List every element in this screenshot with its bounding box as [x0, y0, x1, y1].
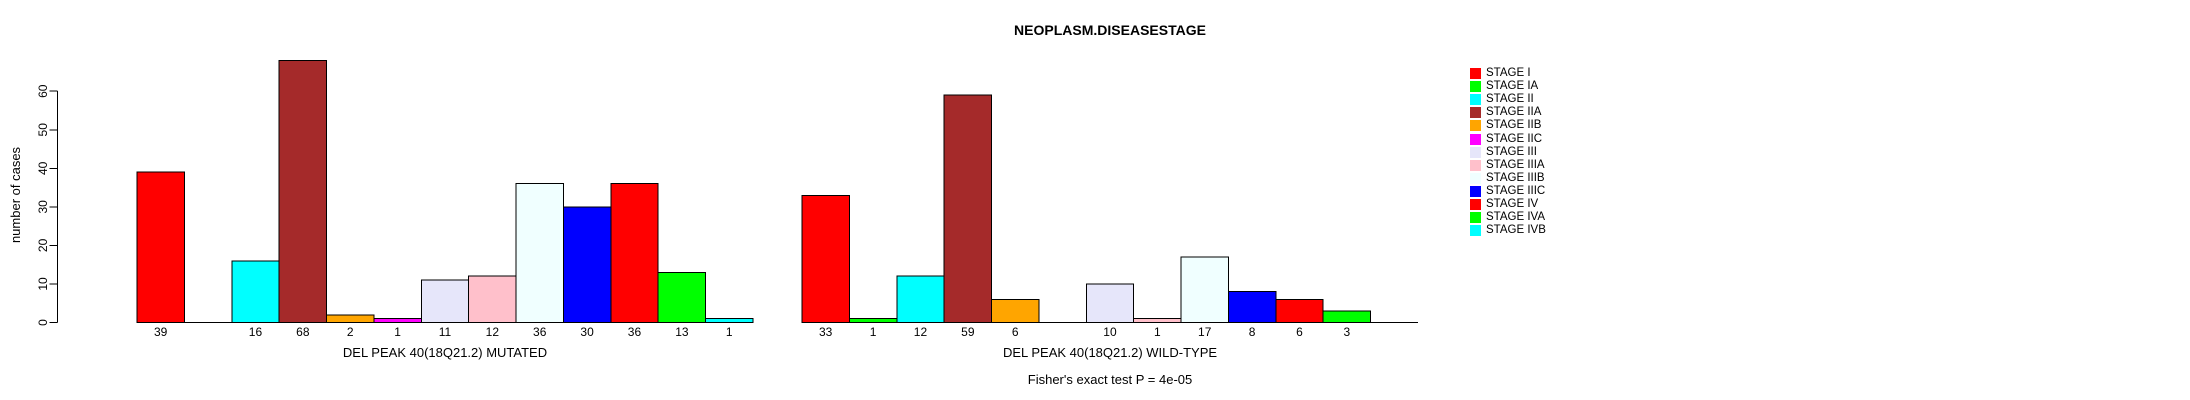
- legend-item-stage-iia: STAGE IIA: [1470, 106, 1541, 119]
- legend-item-stage-ii: STAGE II: [1470, 93, 1534, 106]
- bar-mutated-stage-iva: [657, 271, 707, 324]
- legend-item-stage-iiia: STAGE IIIA: [1470, 159, 1545, 172]
- bar-wild-type-stage-ii: [896, 275, 945, 323]
- legend-label: STAGE II: [1486, 93, 1534, 106]
- bar-wild-type-stage-iib: [991, 298, 1040, 323]
- y-tick-label: 60: [36, 84, 50, 98]
- bar-value-label-wild-type-stage-iva: 3: [1344, 325, 1351, 339]
- legend-item-stage-iib: STAGE IIB: [1470, 119, 1541, 132]
- bar-value-label-mutated-stage-iia: 68: [296, 325, 310, 339]
- bar-wild-type-stage-iiia: [1133, 318, 1182, 323]
- y-tick-label: 40: [36, 161, 50, 175]
- legend-swatch-stage-iv: [1470, 199, 1481, 210]
- bar-value-label-mutated-stage-iv: 36: [628, 325, 642, 339]
- legend-item-stage-iiic: STAGE IIIC: [1470, 185, 1545, 198]
- legend-label: STAGE IVA: [1486, 211, 1546, 224]
- legend-item-stage-iv: STAGE IV: [1470, 198, 1538, 211]
- legend-swatch-stage-ivb: [1470, 225, 1481, 237]
- y-tick-label: 30: [36, 200, 50, 214]
- x-axis-title-wild-type: DEL PEAK 40(18Q21.2) WILD-TYPE: [1002, 345, 1218, 360]
- bar-wild-type-stage-iiic: [1227, 291, 1277, 324]
- bar-wild-type-stage-iva: [1322, 310, 1372, 323]
- bar-wild-type-stage-i: [801, 194, 850, 323]
- bar-mutated-stage-iib: [326, 314, 375, 324]
- legend-item-stage-iic: STAGE IIC: [1470, 133, 1542, 146]
- legend-label: STAGE IIB: [1486, 119, 1542, 132]
- bar-value-label-wild-type-stage-iia: 59: [961, 325, 975, 339]
- y-axis-title: number of cases: [8, 146, 23, 243]
- legend-label: STAGE III: [1486, 145, 1537, 158]
- y-tick-label: 50: [36, 123, 50, 137]
- bar-value-label-mutated-stage-iii: 11: [439, 325, 452, 339]
- bar-value-label-wild-type-stage-iib: 6: [1012, 325, 1019, 339]
- x-axis-title-mutated: DEL PEAK 40(18Q21.2) MUTATED: [342, 345, 548, 360]
- bar-wild-type-stage-ia: [848, 318, 898, 323]
- bar-mutated-stage-iv: [610, 183, 659, 323]
- bar-wild-type-stage-iia: [943, 94, 993, 324]
- legend-item-stage-ia: STAGE IA: [1470, 80, 1538, 93]
- legend-item-stage-i: STAGE I: [1470, 67, 1531, 80]
- bar-value-label-mutated-stage-ii: 16: [249, 325, 263, 339]
- bar-wild-type-stage-iiib: [1180, 256, 1229, 323]
- legend-label: STAGE IIIB: [1486, 171, 1545, 184]
- legend-item-stage-iva: STAGE IVA: [1470, 211, 1545, 224]
- legend-swatch-stage-i: [1470, 68, 1481, 79]
- legend-label: STAGE IV: [1486, 198, 1539, 210]
- legend-swatch-stage-iic: [1470, 133, 1481, 145]
- legend-swatch-stage-iiic: [1470, 185, 1481, 197]
- bar-mutated-stage-ii: [231, 260, 280, 324]
- bar-value-label-mutated-stage-iva: 13: [675, 325, 689, 339]
- bar-value-label-wild-type-stage-ia: 1: [870, 325, 877, 339]
- y-tick-label: 10: [36, 277, 50, 291]
- bar-value-label-mutated-stage-iiib: 36: [533, 325, 547, 339]
- legend-swatch-stage-iva: [1470, 212, 1481, 224]
- bar-mutated-stage-iiia: [468, 275, 517, 323]
- legend-swatch-stage-iia: [1470, 107, 1481, 119]
- legend-label: STAGE IIIC: [1486, 184, 1546, 197]
- bar-value-label-wild-type-stage-ii: 12: [914, 325, 928, 339]
- legend-label: STAGE IVB: [1486, 224, 1546, 237]
- bar-value-label-mutated-stage-iiia: 12: [486, 325, 500, 339]
- legend-item-stage-ivb: STAGE IVB: [1470, 224, 1546, 237]
- legend-swatch-stage-ii: [1470, 94, 1481, 106]
- bar-value-label-wild-type-stage-iiia: 1: [1154, 325, 1161, 339]
- fisher-test-annotation: Fisher's exact test P = 4e-05: [1027, 372, 1193, 387]
- bar-mutated-stage-iii: [420, 279, 470, 323]
- bar-value-label-mutated-stage-iib: 2: [347, 325, 354, 339]
- bar-mutated-stage-iiib: [515, 183, 564, 323]
- bar-wild-type-stage-iv: [1275, 298, 1324, 323]
- bar-wild-type-stage-iii: [1085, 283, 1135, 324]
- legend-label: STAGE IA: [1486, 80, 1539, 93]
- bar-mutated-stage-iic: [373, 318, 422, 323]
- bar-value-label-mutated-stage-iic: 1: [394, 325, 401, 339]
- legend-label: STAGE IIIA: [1486, 158, 1545, 171]
- bar-mutated-stage-ivb: [705, 318, 754, 323]
- bar-value-label-wild-type-stage-iii: 10: [1103, 325, 1117, 339]
- bar-value-label-wild-type-stage-i: 33: [819, 325, 833, 339]
- bar-mutated-stage-iia: [278, 59, 328, 324]
- legend-swatch-stage-iii: [1470, 146, 1481, 158]
- bar-value-label-mutated-stage-iiic: 30: [580, 325, 594, 339]
- legend-swatch-stage-iiia: [1470, 159, 1481, 171]
- bar-mutated-stage-i: [136, 171, 185, 323]
- legend-label: STAGE I: [1486, 67, 1531, 79]
- legend-swatch-stage-ia: [1470, 81, 1481, 93]
- bar-value-label-wild-type-stage-iiib: 17: [1198, 325, 1212, 339]
- bar-value-label-mutated-stage-ivb: 1: [726, 325, 733, 339]
- legend-item-stage-iiib: STAGE IIIB: [1470, 172, 1545, 185]
- bar-mutated-stage-iiic: [562, 206, 612, 324]
- bar-value-label-wild-type-stage-iiic: 8: [1249, 325, 1256, 339]
- bar-value-label-wild-type-stage-iv: 6: [1296, 325, 1303, 339]
- y-tick-label: 20: [36, 238, 50, 252]
- legend-label: STAGE IIC: [1486, 132, 1543, 145]
- chart-title: NEOPLASM.DISEASESTAGE: [1014, 22, 1206, 38]
- legend-swatch-stage-iiib: [1470, 172, 1481, 184]
- legend-item-stage-iii: STAGE III: [1470, 146, 1537, 159]
- legend-label: STAGE IIA: [1486, 106, 1542, 119]
- bar-value-label-mutated-stage-i: 39: [154, 325, 168, 339]
- legend-swatch-stage-iib: [1470, 120, 1481, 132]
- y-tick-label: 0: [36, 319, 50, 326]
